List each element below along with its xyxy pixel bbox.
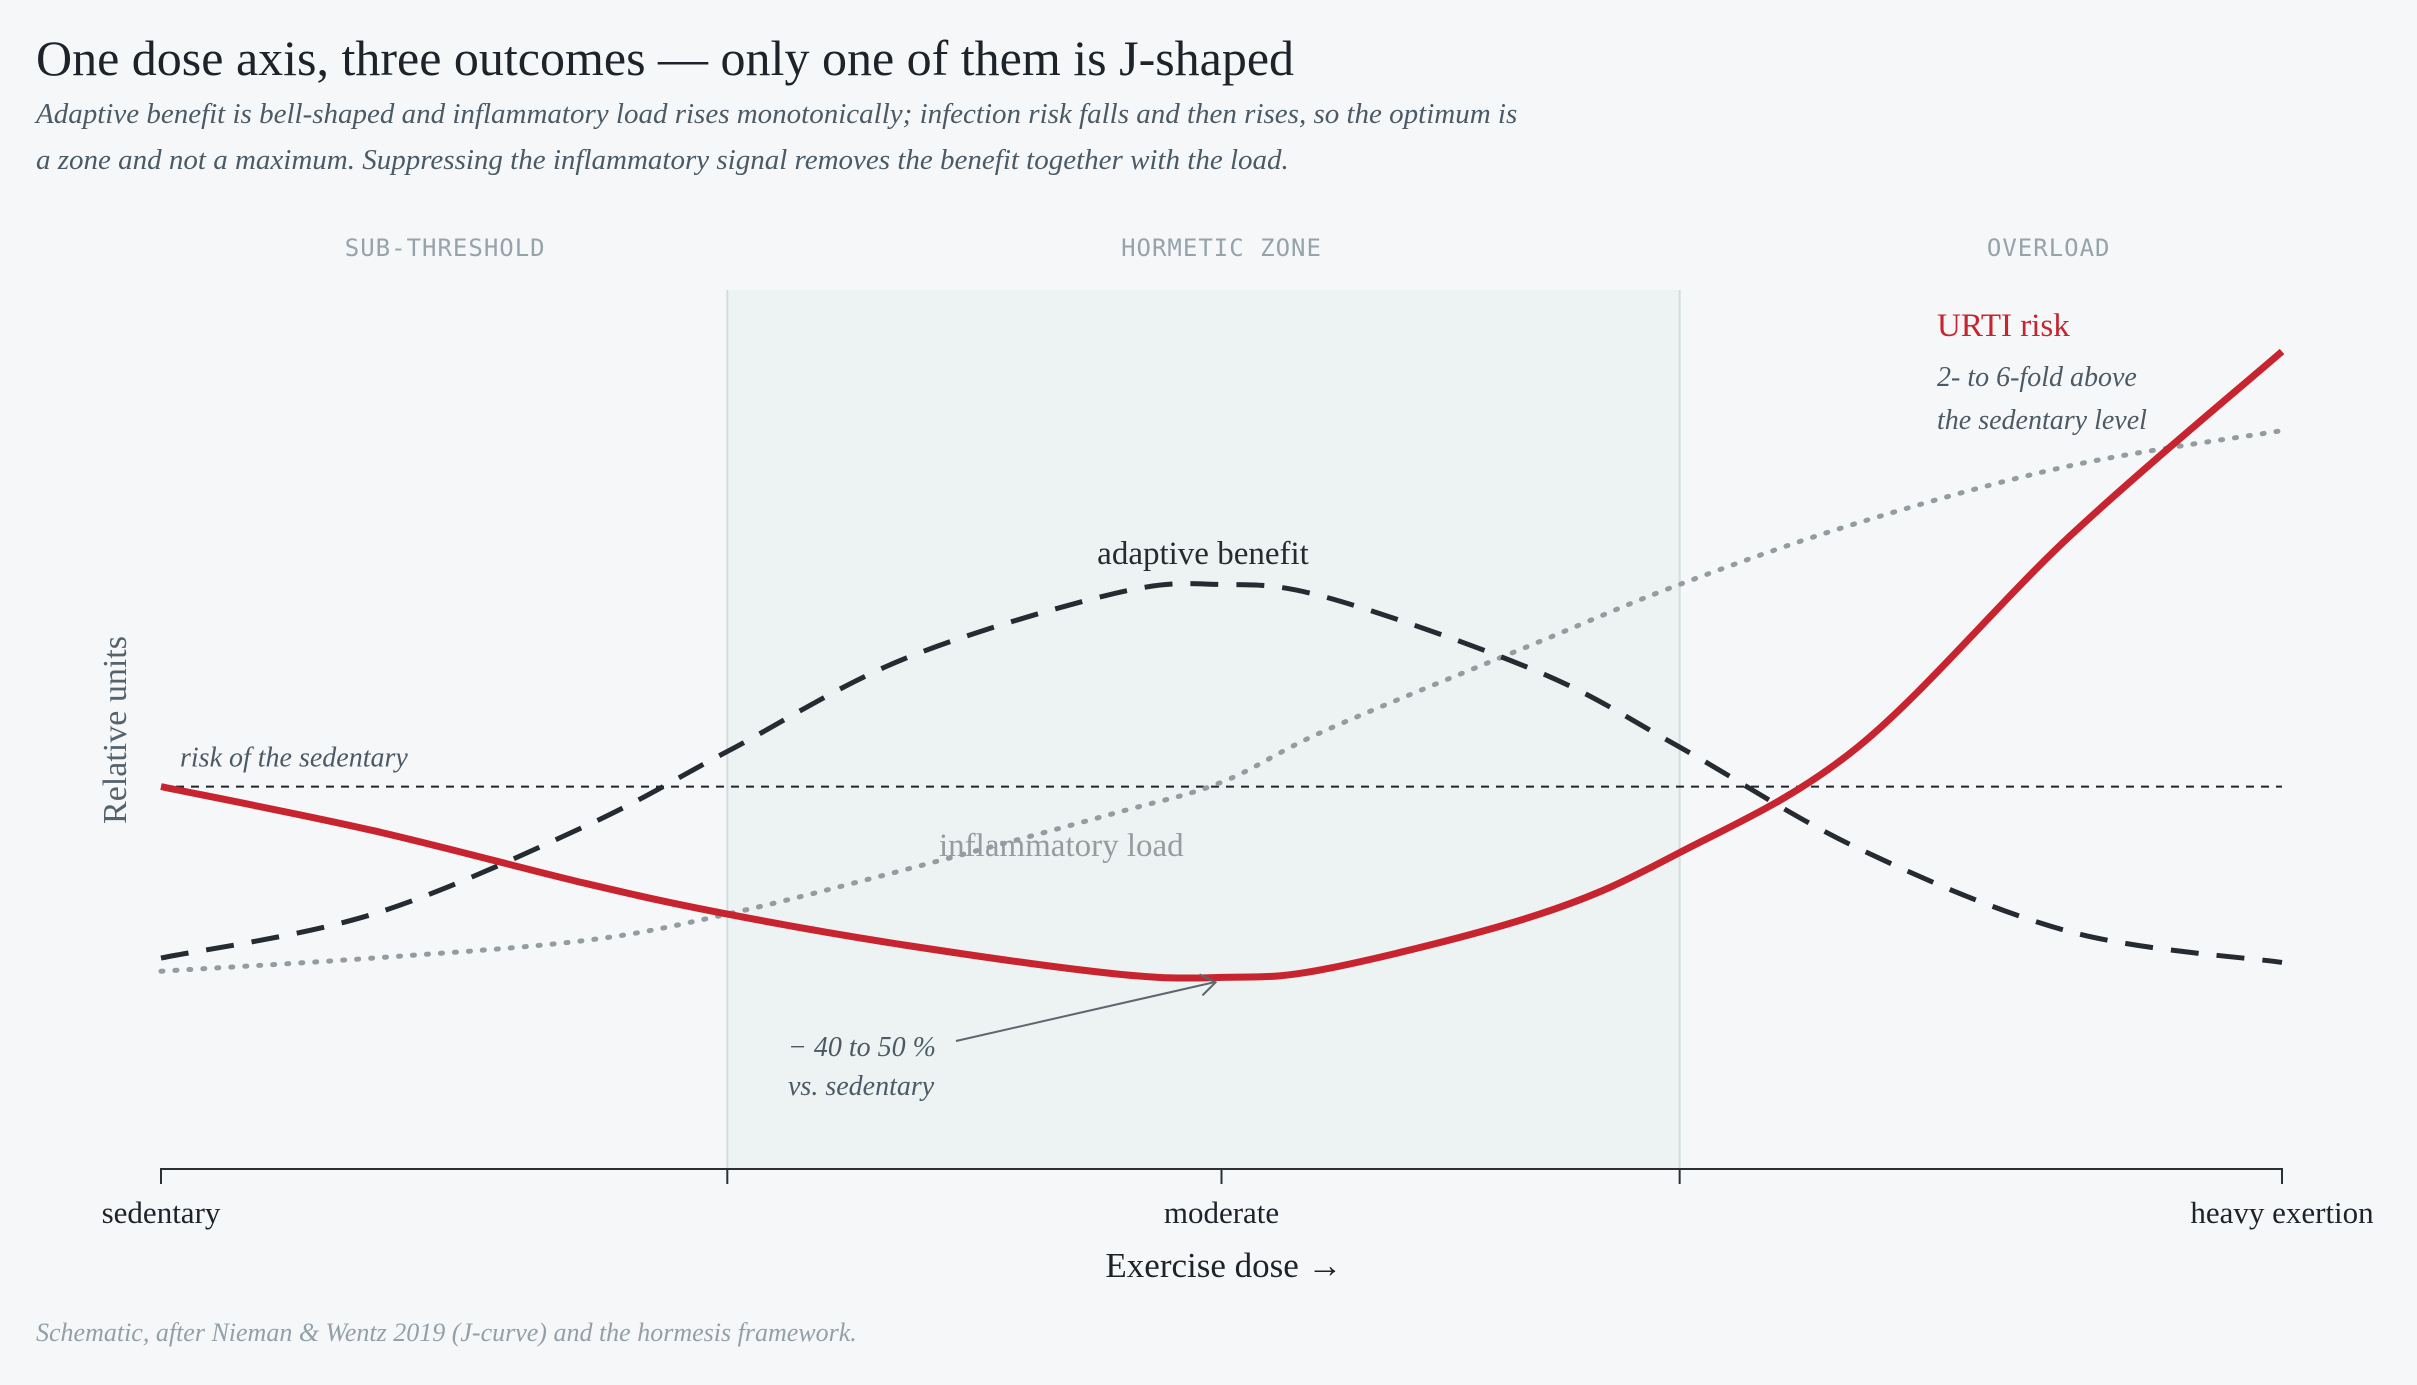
adaptive-benefit-label: adaptive benefit (1097, 536, 1309, 572)
urti-risk-note-line-2: the sedentary level (1937, 405, 2147, 436)
sedentary-reference: risk of the sedentary (161, 743, 2282, 788)
chart-title: One dose axis, three outcomes — only one… (36, 30, 1294, 86)
x-tick-label-1: sedentary (102, 1195, 221, 1230)
series-line-urti-risk (160, 348, 2285, 982)
zone-label-1: SUB-THRESHOLD (345, 234, 546, 262)
urti-risk-label: URTI risk (1937, 308, 2070, 344)
sedentary-reference-label: risk of the sedentary (180, 743, 408, 774)
minimum-annotation-arrow (955, 981, 1214, 1042)
hormetic-zone-band (727, 290, 1680, 1169)
urti-risk-note-line-1: 2- to 6-fold above (1937, 362, 2137, 393)
y-axis-label: Relative units (97, 636, 134, 824)
minimum-annotation-arrowhead (1199, 973, 1218, 997)
x-tick-label-5: heavy exertion (2190, 1195, 2374, 1230)
x-axis: sedentary moderate heavy exertion Exercise … (97, 636, 2374, 1285)
zone-label-3: OVERLOAD (1987, 234, 2111, 262)
series-line-inflammatory-load (158, 428, 2285, 974)
chart-labels: URTI risk 2- to 6-fold above the sedentary… (788, 308, 2147, 1102)
x-tick-label-3: moderate (1164, 1195, 1279, 1230)
minimum-annotation-line-1: − 40 to 50 % (788, 1032, 936, 1063)
zone-label-2: HORMETIC ZONE (1121, 234, 1322, 262)
zone-labels: SUB-THRESHOLD HORMETIC ZONE OVERLOAD (345, 234, 2111, 262)
series-lines (158, 348, 2285, 982)
minimum-annotation-line-2: vs. sedentary (788, 1071, 935, 1102)
x-axis-label: Exercise dose → (1105, 1246, 1342, 1285)
chart-subtitle-line-2: a zone and not a maximum. Suppressing th… (36, 144, 1289, 176)
chart-subtitle-line-1: Adaptive benefit is bell-shaped and infl… (34, 98, 1517, 130)
series-line-adaptive-benefit (160, 581, 2283, 965)
source-note: Schematic, after Nieman & Wentz 2019 (J-… (36, 1318, 857, 1347)
inflammatory-load-label: inflammatory load (939, 828, 1184, 864)
hormetic-zone (726, 290, 1681, 1169)
